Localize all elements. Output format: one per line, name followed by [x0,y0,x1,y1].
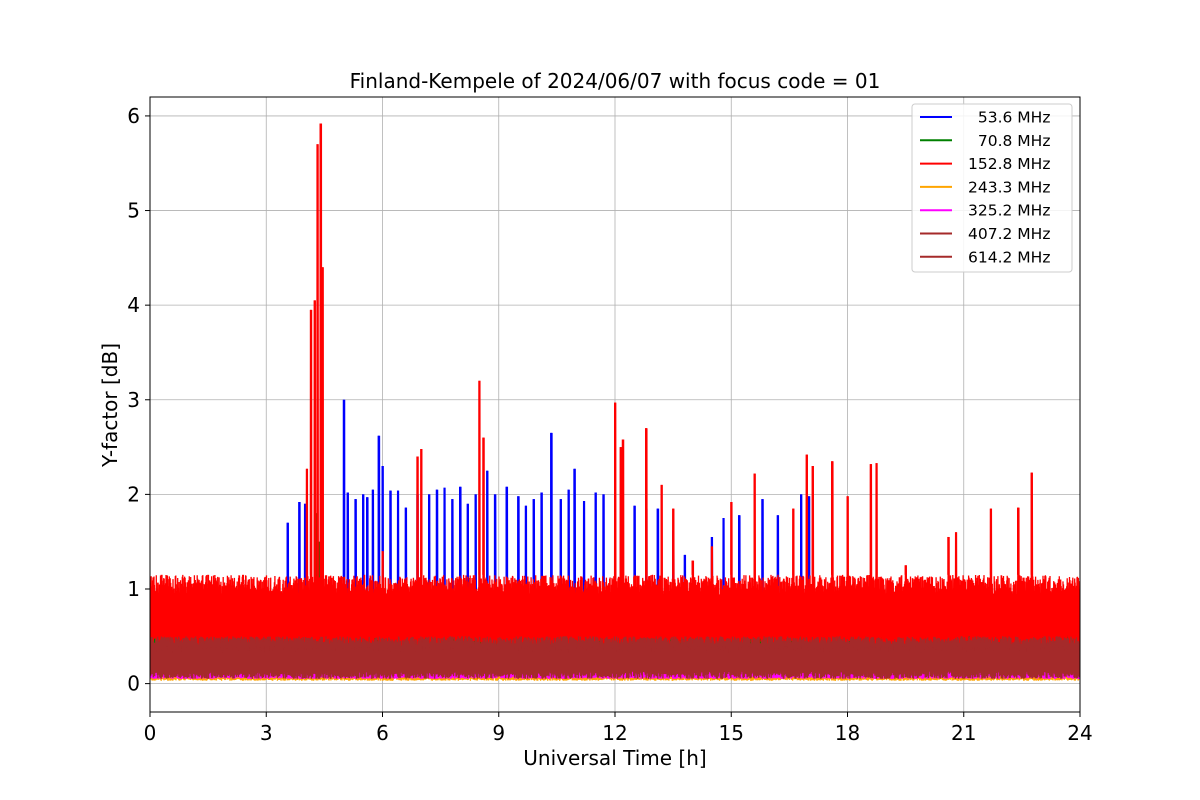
chart-title: Finland-Kempele of 2024/06/07 with focus… [350,69,881,93]
x-tick-label: 3 [260,721,273,745]
x-tick-label: 21 [951,721,976,745]
legend-entry: 152.8 MHz [968,155,1050,173]
x-tick-label: 6 [376,721,389,745]
x-tick-label: 15 [719,721,744,745]
legend-entry: 70.8 MHz [968,132,1050,150]
x-tick-label: 18 [835,721,860,745]
x-tick-label: 0 [144,721,157,745]
series-line-6 [150,645,1080,679]
x-axis-label: Universal Time [h] [523,746,706,770]
y-tick-label: 2 [127,482,140,506]
y-axis-label: Y-factor [dB] [98,343,122,468]
legend-entry: 614.2 MHz [968,248,1050,266]
y-tick-label: 5 [127,199,140,223]
y-tick-label: 1 [127,577,140,601]
x-tick-label: 9 [492,721,505,745]
legend-box [911,103,1073,273]
y-tick-label: 6 [127,104,140,128]
series-layer [150,123,1080,681]
x-tick-label: 24 [1067,721,1092,745]
legend-entry: 325.2 MHz [968,202,1050,220]
legend-entry: 407.2 MHz [968,225,1050,243]
legend-entry: 53.6 MHz [968,109,1050,127]
y-axis-ticks: 0 1 2 3 4 5 6 [127,104,150,696]
x-axis-ticks: 0 3 6 9 12 15 18 21 24 [144,712,1093,745]
y-tick-label: 0 [127,672,140,696]
y-tick-label: 4 [127,293,140,317]
y-tick-label: 3 [127,388,140,412]
legend-entry: 243.3 MHz [968,178,1050,196]
x-tick-label: 12 [602,721,627,745]
legend: 53.6 MHz 70.8 MHz 152.8 MHz 243.3 MHz 325.2… [911,103,1073,273]
